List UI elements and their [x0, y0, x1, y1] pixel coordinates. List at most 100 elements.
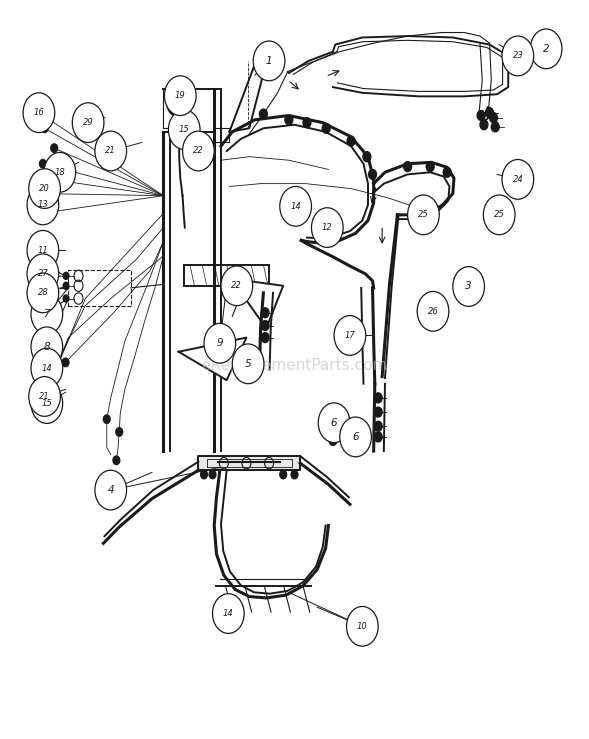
- Text: 7: 7: [44, 309, 50, 319]
- Circle shape: [340, 417, 372, 457]
- Text: 12: 12: [322, 223, 333, 232]
- Circle shape: [47, 208, 54, 217]
- Text: 13: 13: [38, 200, 48, 209]
- Text: 6: 6: [352, 432, 359, 442]
- Circle shape: [201, 470, 207, 479]
- Circle shape: [204, 324, 236, 363]
- Circle shape: [480, 120, 488, 130]
- Circle shape: [29, 168, 61, 208]
- Text: 21: 21: [39, 392, 50, 401]
- Circle shape: [502, 36, 534, 76]
- Text: 25: 25: [418, 211, 429, 219]
- Circle shape: [489, 112, 498, 123]
- Text: 20: 20: [39, 184, 50, 193]
- Circle shape: [35, 109, 42, 117]
- Circle shape: [31, 384, 62, 423]
- Text: 18: 18: [54, 168, 65, 177]
- Circle shape: [408, 195, 439, 235]
- Circle shape: [27, 273, 59, 313]
- Circle shape: [374, 393, 382, 403]
- Circle shape: [326, 425, 333, 435]
- Text: 28: 28: [38, 288, 48, 297]
- Circle shape: [280, 186, 312, 226]
- Text: 2: 2: [543, 44, 550, 54]
- Text: 5: 5: [245, 359, 252, 369]
- Circle shape: [104, 415, 110, 423]
- Circle shape: [261, 321, 269, 330]
- Circle shape: [259, 109, 267, 119]
- Circle shape: [39, 160, 47, 168]
- Circle shape: [334, 316, 366, 355]
- Circle shape: [27, 254, 59, 293]
- Text: 24: 24: [512, 175, 523, 184]
- Text: 19: 19: [175, 91, 186, 101]
- Circle shape: [168, 110, 200, 149]
- Text: 22: 22: [231, 282, 242, 290]
- Circle shape: [167, 86, 191, 117]
- Circle shape: [72, 103, 104, 143]
- Text: 26: 26: [428, 307, 438, 316]
- Circle shape: [38, 189, 45, 198]
- Circle shape: [363, 151, 371, 162]
- Circle shape: [491, 122, 499, 132]
- Circle shape: [369, 169, 376, 180]
- Circle shape: [23, 93, 55, 132]
- Text: 25: 25: [494, 211, 505, 219]
- Circle shape: [27, 185, 59, 225]
- Circle shape: [221, 266, 253, 306]
- Circle shape: [261, 307, 269, 318]
- Circle shape: [502, 160, 534, 200]
- Circle shape: [63, 272, 69, 279]
- Circle shape: [374, 421, 382, 432]
- Circle shape: [31, 348, 62, 388]
- Polygon shape: [198, 456, 300, 470]
- Circle shape: [374, 407, 382, 417]
- Circle shape: [477, 111, 485, 120]
- Circle shape: [322, 123, 330, 133]
- Circle shape: [38, 174, 45, 183]
- Circle shape: [232, 344, 264, 384]
- Circle shape: [261, 333, 269, 343]
- Text: 14: 14: [223, 609, 234, 618]
- Text: 3: 3: [465, 282, 472, 291]
- Text: 4: 4: [107, 485, 114, 495]
- Circle shape: [116, 428, 123, 436]
- Text: 6: 6: [331, 418, 337, 428]
- Circle shape: [27, 231, 59, 270]
- Circle shape: [374, 432, 382, 442]
- Circle shape: [426, 162, 434, 171]
- Circle shape: [41, 124, 48, 132]
- Text: 17: 17: [345, 331, 355, 340]
- Circle shape: [485, 108, 494, 118]
- Text: 9: 9: [217, 338, 223, 348]
- Text: 27: 27: [38, 269, 48, 278]
- Text: 21: 21: [105, 146, 116, 155]
- Circle shape: [44, 152, 75, 192]
- Text: 15: 15: [179, 125, 190, 134]
- Circle shape: [403, 162, 412, 171]
- Circle shape: [484, 195, 515, 235]
- Text: 29: 29: [82, 118, 94, 127]
- Circle shape: [312, 208, 343, 248]
- Text: 16: 16: [34, 108, 44, 118]
- Text: 8: 8: [44, 342, 50, 352]
- Text: 22: 22: [193, 146, 204, 155]
- Circle shape: [443, 167, 451, 177]
- Polygon shape: [178, 338, 246, 380]
- Circle shape: [29, 377, 61, 416]
- Circle shape: [183, 131, 214, 171]
- Circle shape: [347, 136, 355, 146]
- Circle shape: [95, 131, 127, 171]
- Circle shape: [31, 294, 62, 334]
- Circle shape: [31, 327, 62, 367]
- Circle shape: [280, 470, 287, 479]
- Circle shape: [209, 470, 216, 479]
- Circle shape: [95, 470, 127, 510]
- Circle shape: [318, 403, 350, 443]
- Text: 14: 14: [41, 364, 52, 372]
- Circle shape: [63, 295, 69, 302]
- Circle shape: [164, 76, 196, 115]
- Circle shape: [323, 414, 331, 424]
- Circle shape: [329, 435, 337, 446]
- Text: eReplacementParts.com: eReplacementParts.com: [201, 358, 388, 373]
